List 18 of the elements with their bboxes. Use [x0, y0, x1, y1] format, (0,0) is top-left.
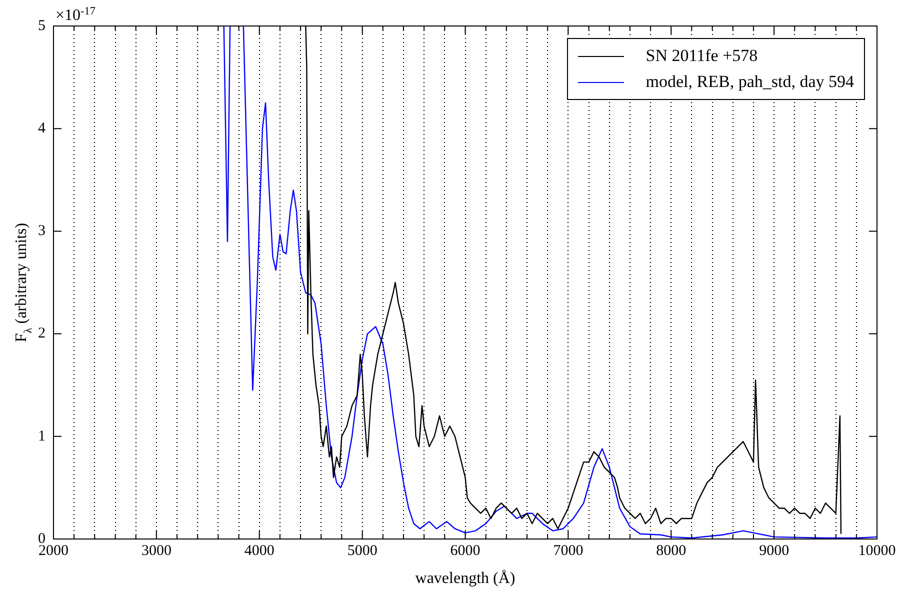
x-tick-label: 4000: [244, 542, 274, 559]
legend-label: model, REB, pah_std, day 594: [646, 71, 854, 93]
y-tick-label: 5: [38, 18, 46, 34]
x-tick-label: 2000: [38, 542, 68, 559]
x-tick-label: 7000: [553, 542, 584, 559]
x-axis-title: wavelength (Å): [415, 569, 516, 587]
x-tick-label: 9000: [759, 542, 790, 559]
x-tick-label: 10000: [858, 542, 896, 559]
x-tick-label: 3000: [141, 542, 172, 559]
legend-label: SN 2011fe +578: [646, 45, 758, 67]
x-tick-label: 6000: [450, 542, 480, 559]
y-tick-label: 1: [38, 428, 46, 444]
y-tick-label: 3: [38, 223, 46, 240]
y-tick-label: 2: [38, 326, 46, 342]
x-tick-label: 8000: [656, 542, 686, 559]
x-tick-label: 5000: [347, 542, 378, 559]
y-tick-label: 4: [38, 120, 46, 137]
y-axis-title: Fλ (arbitrary units): [13, 222, 35, 342]
